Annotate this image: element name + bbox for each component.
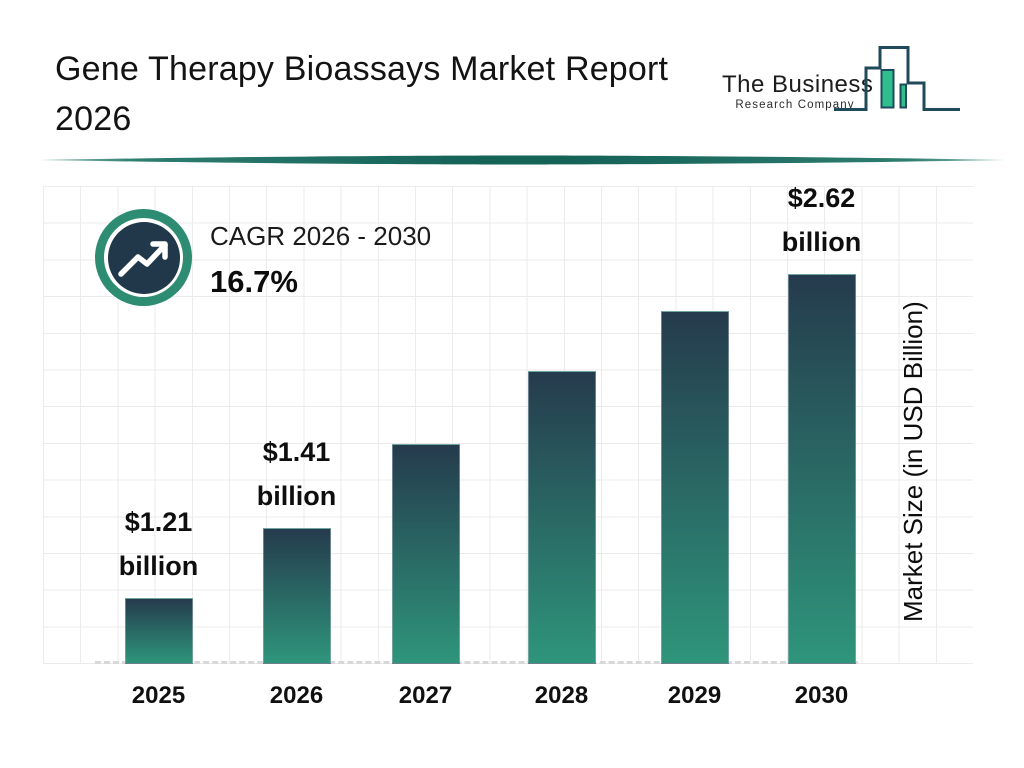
value-unit: billion [781,227,862,257]
value-unit: billion [256,481,337,511]
cagr-value: 16.7% [210,264,298,299]
bar-2026 [262,528,331,664]
logo-text: The Business Research Company [722,71,874,113]
divider [39,155,1007,165]
value-amount: $1.41 [262,437,331,467]
company-logo: The Business Research Company [722,46,972,124]
badge-inner-circle [107,221,180,294]
y-axis-label: Market Size (in USD Billion) [898,301,928,623]
x-tick-2029: 2029 [667,682,722,709]
logo-line1: The Business [722,71,874,98]
bar-chart-logo-icon [834,46,960,111]
trending-up-icon [117,240,168,277]
x-tick-2025: 2025 [131,682,186,709]
logo-line2: Research Company [735,99,855,111]
cagr-badge [95,209,192,306]
value-label-2026: $1.41 billion [207,430,387,518]
x-tick-2027: 2027 [398,682,453,709]
bar-2029 [660,311,729,664]
page-title: Gene Therapy Bioassays Market Report 202… [55,50,669,138]
cagr-label: CAGR 2026 - 2030 [210,221,432,251]
x-tick-2030: 2030 [794,682,849,709]
x-tick-2028: 2028 [534,682,589,709]
bar-2030 [787,274,856,664]
value-amount: $1.21 [124,507,193,537]
cagr-text-block: CAGR 2026 - 2030 16.7% [210,219,431,301]
x-tick-2026: 2026 [269,682,324,709]
value-label-2025: $1.21 billion [69,500,249,588]
value-amount: $2.62 [787,183,856,213]
bar-2025 [124,598,193,664]
x-axis-baseline [95,661,858,664]
value-label-2030: $2.62 billion [732,176,912,264]
bar-2027 [391,444,460,664]
bar-2028 [527,371,596,664]
value-unit: billion [118,551,199,581]
